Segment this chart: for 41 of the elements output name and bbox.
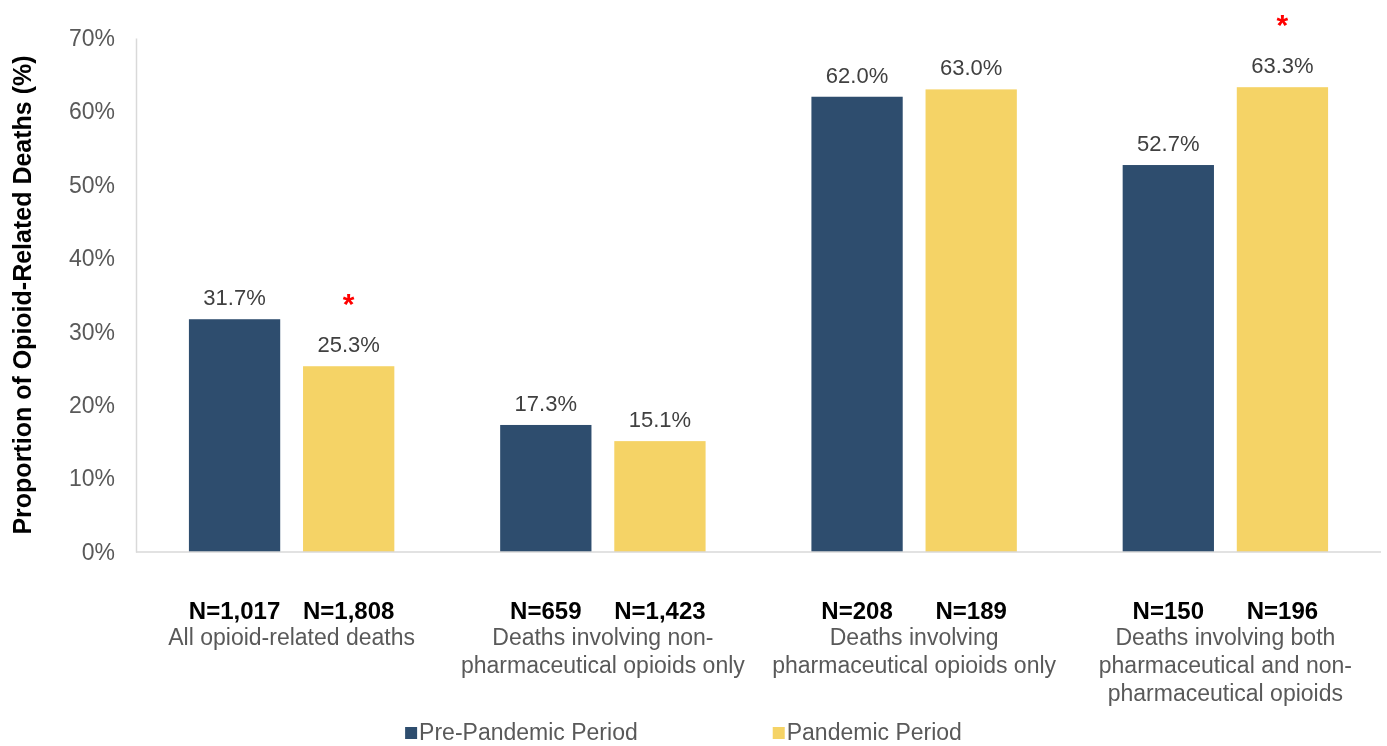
annotation: * xyxy=(342,287,355,321)
x-tick-label: All opioid-related deaths xyxy=(168,624,416,650)
x-tick-label: Deaths involving pharmaceutical opioids only xyxy=(772,624,1057,678)
data-label: 25.3% xyxy=(317,332,380,358)
bar xyxy=(188,319,281,552)
y-tick-label: 70% xyxy=(68,24,115,51)
bar xyxy=(303,366,395,552)
text: N=1,017 xyxy=(188,597,281,624)
y-tick-label: 50% xyxy=(68,171,115,198)
text: N=659 xyxy=(510,597,582,624)
data-label: 63.0% xyxy=(939,55,1003,81)
legend-label: Pre-Pandemic Period xyxy=(419,719,638,745)
data-label: 52.7% xyxy=(1137,131,1200,157)
bar xyxy=(500,424,592,552)
bar xyxy=(614,441,706,552)
y-tick-label: 20% xyxy=(68,392,115,418)
text: N=150 xyxy=(1132,597,1205,624)
text: N=189 xyxy=(935,597,1007,624)
annotation: * xyxy=(1276,8,1289,42)
data-label: 63.3% xyxy=(1251,53,1314,79)
y-tick-label: 60% xyxy=(68,98,115,125)
data-label: 62.0% xyxy=(825,62,889,88)
data-label: 15.1% xyxy=(628,407,692,433)
bar xyxy=(925,89,1017,552)
y-tick-label: 30% xyxy=(68,318,115,345)
bar xyxy=(811,96,903,552)
y-tick-label: 40% xyxy=(68,245,115,272)
x-tick-label: Deaths involving non-pharmaceutical opioids only xyxy=(460,624,746,678)
y-axis-title: Proportion of Opioid-Related Deaths (%) xyxy=(8,55,36,535)
x-tick-label: Deaths involving both pharmaceutical and non-pharmaceutical opioids xyxy=(1098,624,1352,706)
bar xyxy=(1236,87,1329,552)
text: N=1,423 xyxy=(614,597,706,624)
legend-label: Pandemic Period xyxy=(786,719,962,745)
text: N=208 xyxy=(821,597,893,624)
text: N=196 xyxy=(1246,597,1319,624)
y-tick-label: 10% xyxy=(68,465,115,492)
y-tick-label: 0% xyxy=(81,538,115,565)
data-label: 31.7% xyxy=(203,285,266,311)
text: N=1,808 xyxy=(302,597,395,624)
bar xyxy=(1122,165,1214,552)
data-label: 17.3% xyxy=(514,390,578,416)
